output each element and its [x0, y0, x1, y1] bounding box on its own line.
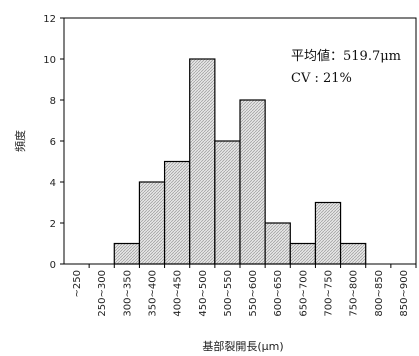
bar-500~550 [214, 140, 241, 265]
x-tick-label: 350~400 [148, 270, 159, 317]
y-tick-label: 10 [43, 55, 56, 66]
x-tick-label: 700~750 [324, 270, 335, 317]
x-tick-label: 850~900 [399, 270, 410, 317]
x-tick-label: 450~500 [198, 270, 209, 317]
x-tick-label: ~250 [72, 270, 83, 297]
bars-group [113, 58, 367, 265]
x-tick-label: 300~350 [122, 270, 133, 317]
bar-350~400 [138, 181, 166, 265]
bar-650~700 [289, 242, 317, 265]
bar-300~350 [113, 242, 141, 265]
y-tick-label: 2 [50, 219, 56, 230]
bar-450~500 [189, 58, 216, 265]
y-axis-ticks: 0 2 4 6 8 10 12 [43, 14, 64, 271]
bar-600~650 [264, 222, 291, 265]
x-tick-label: 500~550 [223, 270, 234, 317]
y-tick-label: 0 [50, 260, 56, 271]
y-tick-label: 8 [50, 96, 56, 107]
y-axis-title: 頻度 [13, 130, 27, 152]
y-tick-label: 12 [43, 14, 56, 25]
y-tick-label: 4 [50, 178, 56, 189]
x-axis-title: 基部裂開長(μm) [202, 339, 283, 353]
x-tick-label: 400~450 [173, 270, 184, 317]
x-tick-label: 800~850 [374, 270, 385, 317]
x-tick-label: 600~650 [273, 270, 284, 317]
annotation-cv: CV : 21% [291, 71, 352, 86]
annotation-mean: 平均値：519.7μm [291, 48, 401, 64]
x-tick-label: 750~800 [349, 270, 360, 317]
bar-700~750 [314, 201, 342, 265]
bar-550~600 [239, 99, 266, 265]
x-axis-ticks: ~250 250~300 300~350 350~400 400~450 450~500 5… [72, 264, 417, 317]
bar-400~450 [163, 160, 191, 265]
bar-750~800 [339, 242, 367, 265]
x-tick-label: 250~300 [97, 270, 108, 317]
x-tick-label: 550~600 [248, 270, 259, 317]
x-tick-label: 650~700 [298, 270, 309, 317]
y-tick-label: 6 [50, 137, 56, 148]
